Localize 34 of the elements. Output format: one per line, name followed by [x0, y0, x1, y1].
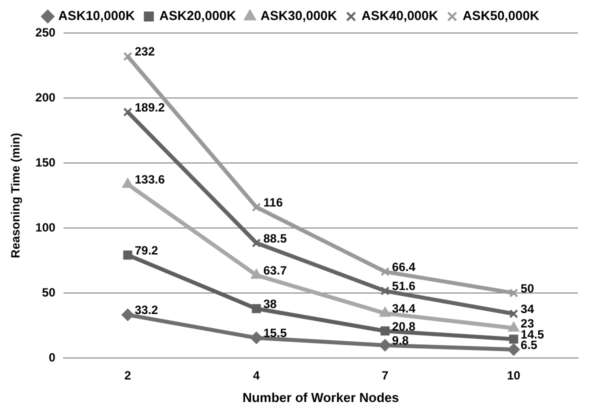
x-tick-label: 10 [507, 368, 521, 383]
y-tick-label: 50 [42, 285, 56, 300]
data-label: 79.2 [134, 243, 158, 258]
x-tick-label: 4 [253, 368, 260, 383]
x-tick-label: 7 [382, 368, 389, 383]
data-label: 232 [134, 44, 156, 59]
data-label: 51.6 [392, 279, 416, 294]
data-label: 9.8 [392, 334, 410, 348]
legend-label: ASK50,000K [462, 8, 540, 24]
y-tick-label: 0 [48, 350, 56, 364]
data-label: 15.5 [263, 326, 288, 340]
data-label: 189.2 [134, 100, 166, 114]
data-label: 34 [520, 302, 534, 316]
data-label: 34.4 [392, 302, 416, 316]
data-label: 88.5 [263, 231, 288, 246]
data-label: 33.2 [134, 303, 158, 318]
data-label: 38 [263, 296, 278, 311]
y-tick-label: 250 [35, 25, 56, 40]
data-label: 20.8 [392, 319, 416, 334]
data-label: 50 [520, 281, 534, 296]
y-tick-label: 150 [35, 155, 56, 170]
data-label: 116 [263, 196, 284, 210]
legend-label: ASK30,000K [260, 8, 338, 24]
data-label: 66.4 [392, 260, 416, 274]
legend-label: ASK20,000K [159, 8, 237, 24]
data-label: 63.7 [263, 264, 288, 278]
x-tick-label: 2 [124, 368, 132, 383]
legend-label: ASK10,000K [58, 8, 136, 24]
y-tick-label: 100 [35, 220, 56, 234]
y-tick-label: 200 [35, 90, 56, 104]
x-axis-title: Number of Worker Nodes [242, 390, 399, 405]
data-label: 133.6 [134, 172, 166, 187]
y-axis-title: Reasoning Time (min) [8, 132, 23, 258]
legend-label: ASK40,000K [362, 8, 439, 24]
